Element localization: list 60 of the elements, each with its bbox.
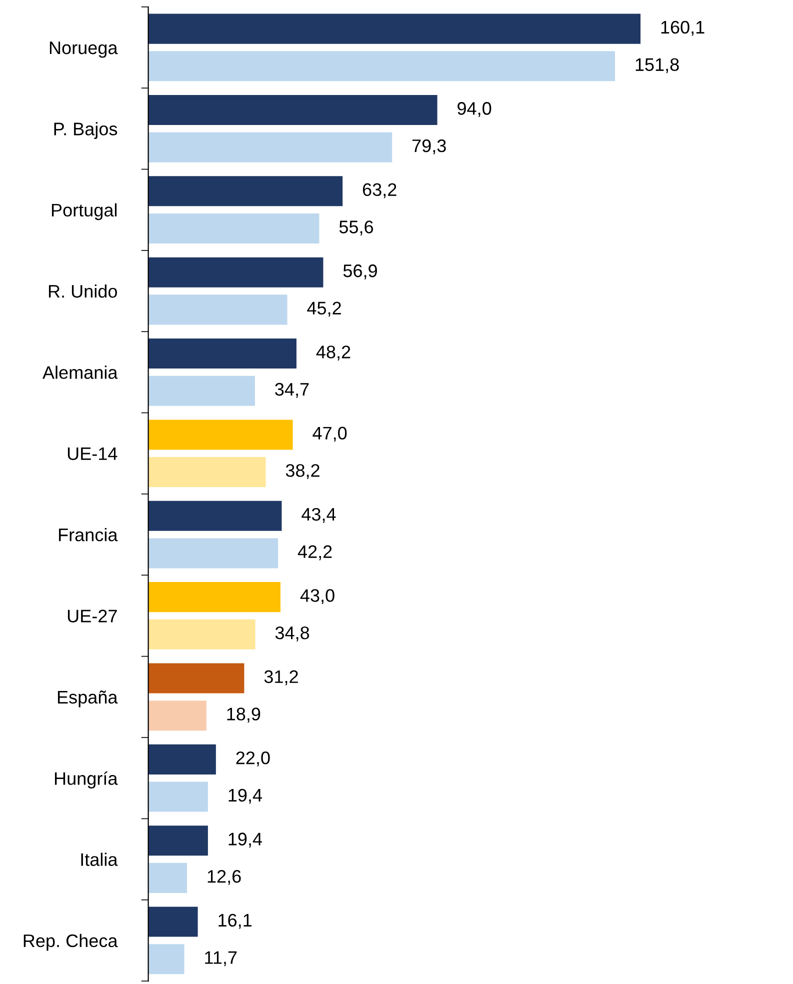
data-label: 55,6 — [339, 220, 374, 236]
data-label: 38,2 — [286, 464, 320, 480]
bar — [148, 826, 208, 856]
data-label: 42,2 — [298, 545, 332, 560]
data-label: 18,9 — [227, 708, 260, 723]
y-tick-label: España — [58, 690, 118, 708]
bar — [148, 14, 640, 44]
bar — [148, 376, 255, 406]
bar — [148, 582, 280, 612]
y-tick-label: Italia — [81, 852, 118, 866]
data-label: 12,6 — [208, 870, 241, 885]
bar — [148, 906, 198, 937]
data-label: 45,2 — [307, 302, 341, 317]
data-label: 79,3 — [412, 139, 446, 154]
y-tick-label: Noruega — [50, 42, 118, 58]
y-tick-label: Alemania — [42, 366, 118, 379]
bar — [148, 862, 188, 893]
bar — [148, 420, 293, 450]
data-label: 56,9 — [343, 264, 377, 280]
bar — [148, 257, 324, 288]
data-label: 22,0 — [236, 751, 270, 766]
data-label: 160,1 — [661, 20, 704, 36]
data-label: 11,7 — [205, 951, 237, 966]
bar — [148, 944, 184, 974]
data-label: 19,4 — [228, 832, 262, 848]
y-tick-label: UE-14 — [68, 448, 118, 460]
data-label: 43,4 — [302, 508, 336, 523]
bar — [148, 94, 438, 126]
data-label: 63,2 — [362, 183, 396, 198]
data-label: 16,1 — [218, 914, 252, 929]
y-tick-label: Francia — [59, 528, 118, 542]
y-tick-label: P. Bajos — [54, 122, 118, 139]
bar — [148, 294, 288, 325]
bar — [148, 132, 392, 162]
bar — [148, 538, 278, 568]
bar — [148, 213, 320, 244]
data-label: 34,8 — [275, 626, 310, 642]
data-label: 19,4 — [228, 788, 262, 804]
data-label: 34,7 — [275, 382, 309, 398]
data-label: 94,0 — [458, 102, 492, 117]
data-label: 47,0 — [312, 426, 347, 442]
bar — [148, 663, 244, 694]
bar — [148, 619, 256, 650]
data-label: 43,0 — [300, 589, 334, 604]
data-label: 31,2 — [264, 670, 298, 686]
data-label: 48,2 — [316, 346, 350, 361]
bar — [148, 51, 615, 82]
bar — [148, 700, 206, 731]
y-tick-label: UE-27 — [68, 610, 117, 622]
y-tick-label: Hungría — [54, 771, 118, 788]
bar — [148, 338, 296, 369]
bar — [148, 782, 208, 812]
bar — [148, 744, 216, 774]
bar — [148, 457, 266, 488]
y-tick-label: R. Unido — [48, 284, 117, 298]
y-tick-label: Rep. Checa — [24, 934, 118, 951]
y-tick-label: Portugal — [52, 203, 117, 220]
data-label: 151,8 — [636, 58, 679, 74]
bar — [148, 500, 282, 531]
bar — [148, 176, 343, 206]
